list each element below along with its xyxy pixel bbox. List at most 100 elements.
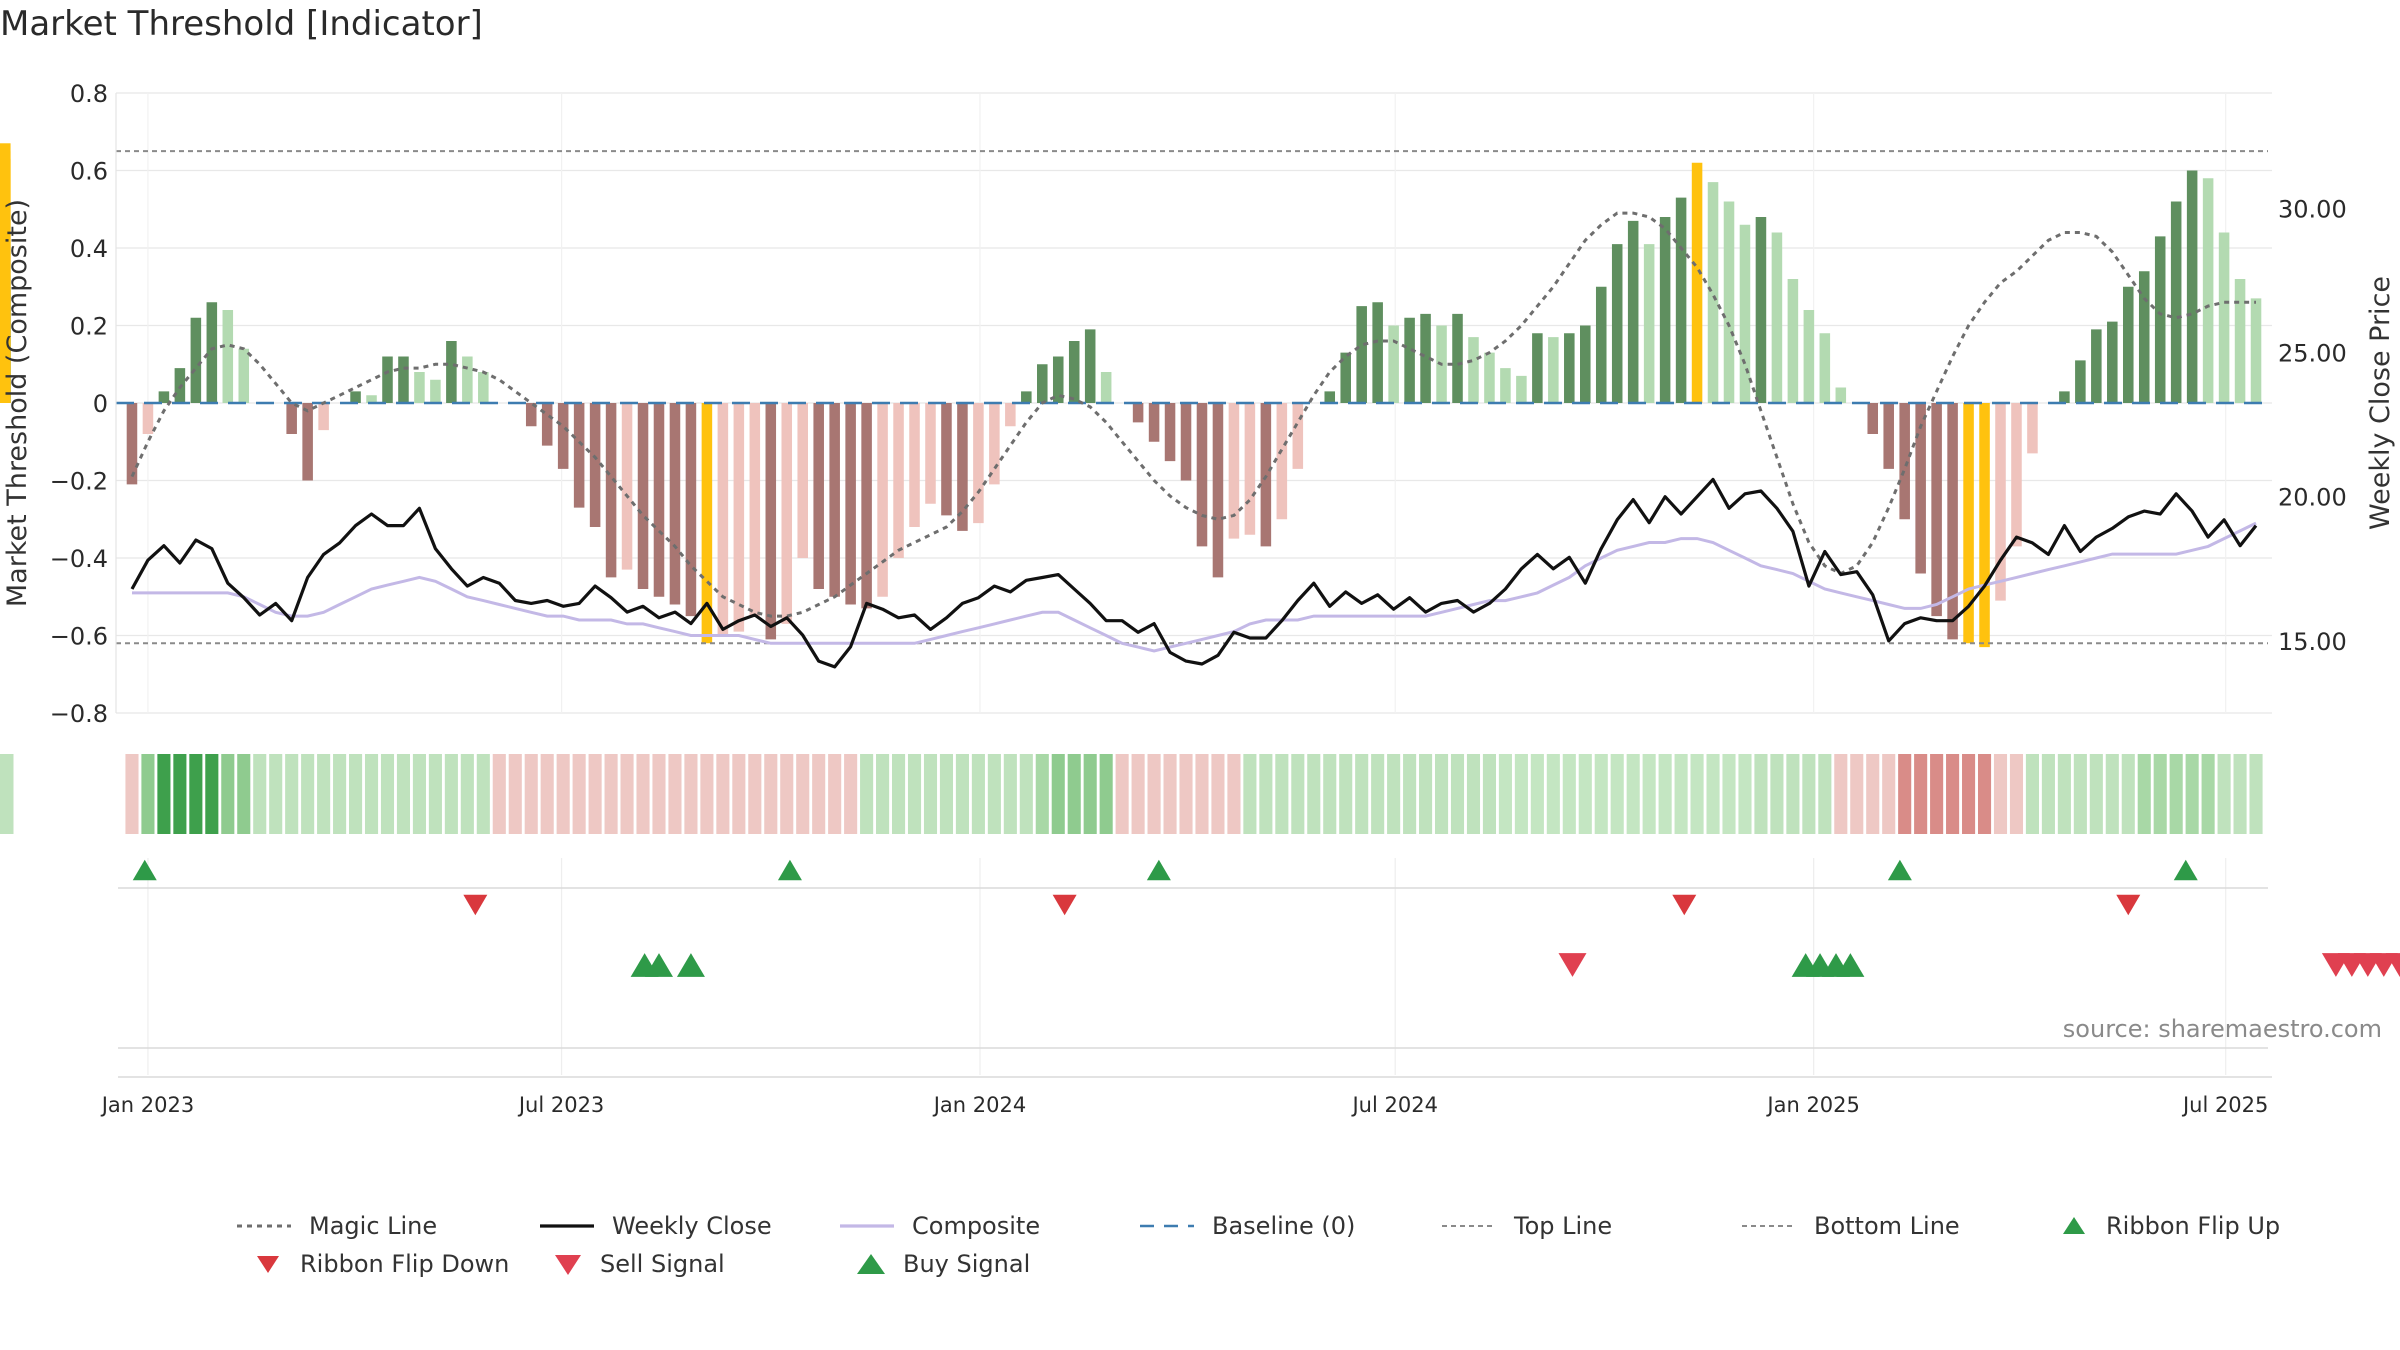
composite-bar [1707,182,1719,403]
ribbon-cell [1578,754,1592,834]
ribbon-cell [1450,754,1465,834]
ribbon-cell [1323,754,1337,834]
ribbon-cell [1658,754,1672,834]
ribbon-cell [205,754,219,834]
composite-bar [1037,364,1048,403]
composite-bar [430,379,441,403]
composite-line [132,521,2257,653]
composite-bar [557,403,569,469]
ribbon-cell [1482,754,1496,834]
ribbon-cell [2185,754,2199,834]
composite-bar [1580,325,1591,403]
composite-bar [1084,329,1096,403]
ribbon-cell [1690,754,1704,834]
ribbon-cell [492,754,506,834]
x-tick-label: Jan 2025 [1765,1093,1860,1117]
composite-bar [1340,352,1351,403]
y-tick-label: 0.6 [70,158,108,186]
composite-bar [2138,271,2150,403]
composite-bar [701,403,713,644]
ribbon-cell [2201,754,2215,834]
legend-swatch-magic [237,1224,291,1228]
x-tick-label: Jul 2024 [1350,1093,1437,1117]
ribbon-cell [1371,754,1385,834]
composite-bar [1500,368,1511,403]
y2-axis-title: Weekly Close Price [2365,276,2396,530]
composite-bar [957,403,968,531]
ribbon-cell [684,754,698,834]
composite-bar [1947,403,1958,640]
ribbon-cell [1355,754,1369,834]
ribbon-flip-up-marker [2173,859,2198,881]
legend-item-close: Weekly Close [538,1212,772,1240]
legend-swatch-flipup [2063,1217,2085,1234]
ribbon-cell [1962,754,1976,834]
composite-bar [1979,403,1990,648]
composite-bar [1452,313,1463,403]
ribbon-cell [1243,754,1257,834]
ribbon-cell [987,754,1001,834]
ribbon-cell [2217,754,2231,834]
legend-label: Bottom Line [1814,1212,1960,1240]
composite-bar [2154,236,2166,403]
ribbon-cell [1259,754,1273,834]
ribbon-cell [1993,754,2008,834]
legend-swatch-composite [840,1224,894,1228]
composite-bar [2186,170,2198,403]
composite-bar [1196,403,1208,547]
ribbon-cell [285,754,299,834]
ribbon-cell [668,754,682,834]
composite-bar [1548,337,1559,403]
ribbon-cell [1546,754,1560,834]
ribbon-cell [412,754,426,834]
legend-swatch-buy [857,1254,885,1274]
y-tick-label: 0.2 [70,313,108,341]
ribbon-cell [1626,754,1640,834]
composite-bar [749,403,761,617]
y2-tick-label: 20.00 [2278,484,2347,512]
ribbon-cell [604,754,618,834]
ribbon-cell [1882,754,1896,834]
composite-bar [126,403,138,485]
composite-bar [845,403,856,605]
ribbon-cell [141,754,155,834]
ribbon-cell [1946,754,1960,834]
ribbon-cell [1642,754,1656,834]
composite-bar [1324,391,1336,403]
x-tick-label: Jul 2025 [2181,1093,2268,1117]
ribbon-cell [173,754,187,834]
x-tick-label: Jan 2023 [100,1093,195,1117]
ribbon-cell [2233,754,2247,834]
legend-item-sell: Sell Signal [552,1250,725,1278]
ribbon-cell [349,754,363,834]
composite-bar [1180,403,1192,481]
ribbon-flip-down-marker [1052,894,1077,916]
ribbon-cell [524,754,538,834]
ribbon-strip [0,754,2263,834]
composite-bar [2011,403,2022,547]
signal-markers [118,859,2400,1078]
legend-swatch-baseline [1140,1224,1194,1228]
legend-item-baseline: Baseline (0) [1138,1212,1355,1240]
legend-swatch-flipdown [257,1256,279,1273]
ribbon-cell [923,754,938,834]
composite-bar [2218,232,2230,403]
legend-item-top: Top Line [1440,1212,1612,1240]
ribbon-cell [396,754,411,834]
composite-bar [2027,403,2038,454]
y-axis-title: Market Threshold (Composite) [2,199,33,607]
composite-bar [1771,232,1783,403]
sell-signal-marker [2385,953,2400,977]
ribbon-cell [1147,754,1161,834]
ribbon-cell [828,754,842,834]
y-tick-label: −0.4 [50,545,108,573]
chart-legend: Magic Line Weekly Close Composite Baseline … [0,1200,2400,1280]
series-lines [116,150,2268,669]
ribbon-cell [1498,754,1512,834]
composite-bar [813,403,824,589]
ribbon-cell [1834,754,1848,834]
ribbon-cell [1434,754,1449,834]
composite-bar [1899,403,1910,520]
ribbon-cell [1275,754,1289,834]
composite-bar [637,403,649,589]
